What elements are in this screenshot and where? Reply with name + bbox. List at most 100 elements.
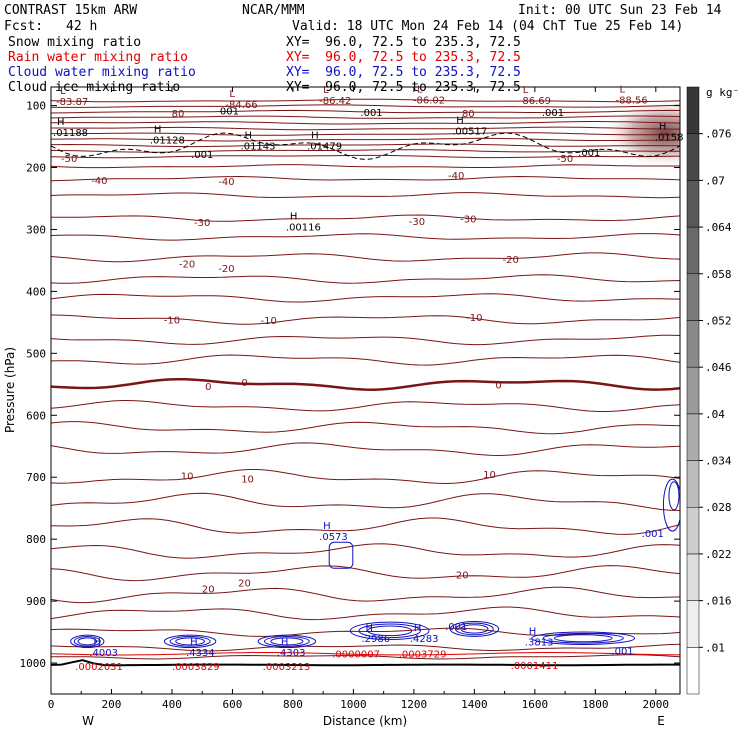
colorbar-tick-label: .022 — [705, 548, 732, 561]
isotherm-label: 10 — [483, 470, 496, 481]
cloud-water-contour — [328, 541, 354, 569]
colorbar-segment — [686, 226, 700, 275]
colorbar-tick-label: .07 — [705, 174, 725, 187]
field-rain-xy: XY= 96.0, 72.5 to 235.3, 72.5 — [286, 50, 521, 65]
isotherm-line — [51, 565, 680, 582]
extremum-value: .01143 — [241, 142, 276, 153]
cloud-water-contour — [349, 621, 430, 640]
contour-label: .001 — [360, 108, 382, 119]
extremum-value: -86.02 — [413, 95, 445, 106]
colorbar-segment — [686, 273, 700, 321]
isotherm-line — [51, 104, 680, 108]
isotherm-line — [51, 137, 680, 142]
contour-label: 001 — [220, 107, 239, 118]
extremum-value: -83.87 — [56, 97, 88, 108]
x-axis-label: Distance (km) — [323, 714, 407, 728]
low-marker: L — [620, 84, 626, 95]
isotherm-line — [51, 399, 680, 412]
extremum-value: .0573 — [319, 532, 348, 543]
high-marker: H — [290, 211, 298, 222]
high-marker: H — [529, 626, 537, 637]
x-tick-label: 2000 — [643, 698, 670, 711]
extremum-value: .0158 — [655, 132, 684, 143]
extremum-value: .00517 — [452, 126, 487, 137]
y-tick-label: 500 — [26, 347, 46, 360]
cloud-water-contour — [668, 481, 680, 511]
extremum-value: .01479 — [307, 142, 342, 153]
isotherm-line — [51, 606, 680, 621]
high-marker: H — [245, 131, 253, 142]
x-end-label-west: W — [82, 714, 94, 728]
isotherm-line — [51, 98, 680, 103]
isotherm-line — [51, 469, 680, 485]
cloud-water-contour — [358, 623, 421, 639]
colorbar-segment — [686, 413, 700, 461]
isotherm-line — [51, 492, 680, 511]
high-marker: H — [93, 637, 101, 648]
isotherm-line — [51, 164, 680, 169]
rain-extremum-value: .0003729 — [399, 650, 447, 661]
extremum-value: .00116 — [286, 222, 321, 233]
isotherm-label: -20 — [502, 255, 518, 266]
cloud-water-contour — [257, 634, 317, 649]
isotherm-label: 0 — [205, 382, 211, 393]
x-tick-label: 1000 — [340, 698, 367, 711]
contour-label: .001 — [445, 622, 467, 633]
isotherm-line — [51, 214, 680, 222]
init-time: Init: 00 UTC Sun 23 Feb 14 — [518, 3, 722, 18]
isotherm-label: 20 — [456, 570, 469, 581]
x-tick-label: 1400 — [461, 698, 488, 711]
colorbar-segment — [686, 553, 700, 601]
x-tick-label: 800 — [283, 698, 303, 711]
isotherm-line — [51, 109, 680, 114]
contour-label: .001 — [611, 647, 633, 658]
isotherm-line — [51, 154, 680, 159]
colorbar-segment — [686, 647, 700, 695]
low-marker: L — [323, 85, 329, 96]
cloud-water-contour — [542, 632, 624, 644]
colorbar-tick-label: .058 — [705, 268, 732, 281]
zero-isotherm-line — [51, 377, 680, 391]
cloud-water-contour — [263, 636, 310, 647]
colorbar-tick-label: .04 — [705, 408, 725, 421]
isotherm-line — [51, 274, 680, 284]
colorbar-segment — [686, 366, 700, 415]
contour-label: 80 — [462, 109, 475, 120]
isotherm-label: -30 — [409, 217, 425, 228]
plot-frame — [50, 86, 681, 695]
model-title: CONTRAST 15km ARW — [4, 3, 138, 18]
colorbar-tick-label: .076 — [705, 128, 732, 141]
y-tick-label: 300 — [26, 223, 46, 236]
extremum-value: .2986 — [362, 634, 391, 645]
y-tick-label: 200 — [26, 162, 46, 175]
y-tick-label: 600 — [26, 409, 46, 422]
y-tick-label: 400 — [26, 285, 46, 298]
high-marker: H — [456, 115, 464, 126]
low-marker: L — [417, 84, 423, 95]
cloud-water-contour — [270, 637, 304, 646]
low-marker: L — [523, 85, 529, 96]
y-tick-label: 800 — [26, 533, 46, 546]
contour-label: .001 — [542, 108, 564, 119]
colorbar-segment — [686, 86, 700, 134]
colorbar-segment — [686, 506, 700, 555]
isotherm-line — [51, 643, 680, 652]
isotherm-label: 10 — [181, 471, 194, 482]
ground-surface-line — [51, 659, 680, 667]
cloud-water-contour — [70, 634, 105, 649]
isotherm-line — [51, 233, 680, 241]
isotherm-line — [51, 334, 680, 346]
cloud-water-contour — [77, 637, 98, 646]
colorbar-tick-label: .028 — [705, 501, 732, 514]
extremum-value: .3813 — [525, 637, 554, 648]
isotherm-label: 20 — [238, 579, 251, 590]
colorbar-segment — [686, 600, 700, 648]
colorbar-tick-label: .034 — [705, 455, 732, 468]
high-marker: H — [281, 637, 289, 648]
x-tick-label: 200 — [102, 698, 122, 711]
extremum-value: .4003 — [89, 648, 118, 659]
isotherm-line — [51, 143, 680, 148]
x-tick-label: 0 — [48, 698, 55, 711]
isotherm-label: -10 — [164, 315, 180, 326]
isotherm-label: 20 — [202, 585, 215, 596]
